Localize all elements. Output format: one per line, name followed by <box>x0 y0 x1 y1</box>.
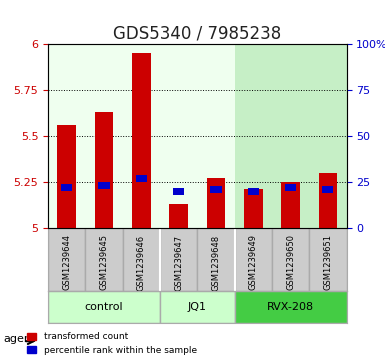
Bar <box>160 228 197 291</box>
Bar <box>123 228 160 291</box>
Text: GSM1239648: GSM1239648 <box>211 234 221 291</box>
Text: GSM1239644: GSM1239644 <box>62 234 71 290</box>
Bar <box>318 173 337 228</box>
Text: GSM1239645: GSM1239645 <box>100 234 109 290</box>
Text: control: control <box>85 302 123 312</box>
Bar <box>244 189 263 228</box>
Bar <box>136 175 147 182</box>
Text: GSM1239650: GSM1239650 <box>286 234 295 290</box>
Bar <box>95 112 114 228</box>
Bar <box>285 184 296 191</box>
Text: RVX-208: RVX-208 <box>267 302 314 312</box>
Bar <box>169 204 188 228</box>
Bar <box>234 44 346 228</box>
Text: JQ1: JQ1 <box>188 302 207 312</box>
Bar <box>207 178 225 228</box>
Text: GSM1239649: GSM1239649 <box>249 234 258 290</box>
Text: GSM1239647: GSM1239647 <box>174 234 183 291</box>
Text: GSM1239646: GSM1239646 <box>137 234 146 291</box>
Bar <box>85 228 123 291</box>
Bar <box>210 186 221 193</box>
Bar <box>281 182 300 228</box>
Bar <box>234 228 272 291</box>
Bar <box>309 228 346 291</box>
Bar <box>272 228 309 291</box>
Bar <box>61 184 72 191</box>
Bar <box>234 291 346 323</box>
Bar <box>48 291 160 323</box>
Bar <box>248 188 259 195</box>
Bar <box>48 44 160 228</box>
Text: agent: agent <box>4 334 36 344</box>
Bar <box>99 182 110 189</box>
Bar <box>48 228 85 291</box>
Bar <box>132 53 151 228</box>
Bar <box>197 228 234 291</box>
Title: GDS5340 / 7985238: GDS5340 / 7985238 <box>113 24 281 42</box>
Text: GSM1239651: GSM1239651 <box>323 234 332 290</box>
Bar <box>57 125 76 228</box>
Bar <box>322 186 333 193</box>
Bar <box>160 44 234 228</box>
Legend: transformed count, percentile rank within the sample: transformed count, percentile rank withi… <box>24 329 200 359</box>
Bar <box>160 291 234 323</box>
Bar <box>173 188 184 195</box>
